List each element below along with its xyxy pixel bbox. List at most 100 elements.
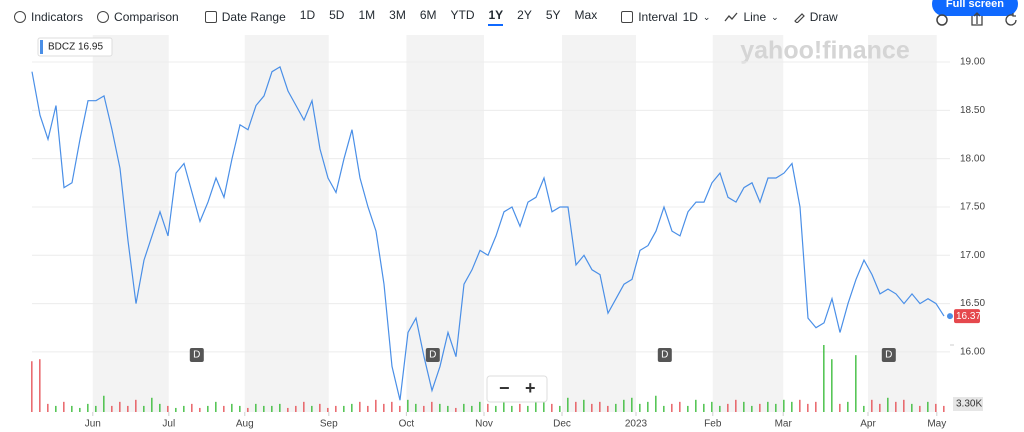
volume-bar xyxy=(439,403,441,412)
volume-bar xyxy=(55,405,57,412)
x-tick-label: Jul xyxy=(162,419,175,430)
volume-bar xyxy=(319,403,321,412)
volume-bar xyxy=(783,399,785,412)
y-tick-label: 17.50 xyxy=(960,202,985,213)
date-range-button[interactable]: Date Range xyxy=(204,10,286,24)
volume-bar xyxy=(487,403,489,412)
range-button[interactable]: 1M xyxy=(358,8,376,22)
volume-bar xyxy=(127,405,129,412)
volume-bar xyxy=(255,403,257,412)
volume-bar xyxy=(535,401,537,412)
full-screen-button[interactable]: Full screen xyxy=(931,0,1018,16)
volume-bar xyxy=(671,403,673,412)
month-band xyxy=(712,35,784,412)
volume-bar xyxy=(279,403,281,412)
draw-button[interactable]: Draw xyxy=(793,10,838,24)
volume-bar xyxy=(271,405,273,412)
volume-bar xyxy=(71,405,73,412)
range-group: 1D 5D 1M 3M 6M YTD 1Y 2Y 5Y Max xyxy=(286,8,597,26)
volume-bar xyxy=(823,345,825,412)
range-button[interactable]: 3M xyxy=(389,8,406,22)
volume-bar xyxy=(167,405,169,412)
range-button[interactable]: 5Y xyxy=(545,8,561,22)
volume-bar xyxy=(431,401,433,412)
volume-bar xyxy=(327,407,329,412)
volume-bar xyxy=(63,401,65,412)
settings-icon xyxy=(936,14,948,26)
volume-bar xyxy=(263,405,265,412)
volume-bar xyxy=(303,401,305,412)
volume-bar xyxy=(39,359,41,412)
volume-bar xyxy=(407,399,409,412)
x-tick-label: Sep xyxy=(320,419,338,430)
last-value-box xyxy=(954,309,980,324)
volume-bar xyxy=(471,405,473,412)
volume-bar xyxy=(903,399,905,412)
volume-bar xyxy=(495,405,497,412)
label: Interval xyxy=(638,10,678,24)
volume-bar xyxy=(343,405,345,412)
range-button[interactable]: 1D xyxy=(299,8,316,22)
y-tick-label: 18.00 xyxy=(960,153,985,164)
volume-bar xyxy=(639,403,641,412)
chart-style-button[interactable]: Line ⌄ xyxy=(724,10,779,24)
y2-tick-label: 3.30K xyxy=(956,399,982,410)
toolbar: Indicators Comparison Date Range 1D 5D 1M 3… xyxy=(0,0,1024,34)
volume-bar xyxy=(695,399,697,412)
x-tick-label: May xyxy=(927,419,946,430)
last-value-label: 16.37 xyxy=(956,311,981,322)
volume-bar xyxy=(367,405,369,412)
comparison-button[interactable]: Comparison xyxy=(97,10,179,24)
volume-bar xyxy=(727,403,729,412)
volume-bar xyxy=(663,405,665,412)
volume-bar xyxy=(519,403,521,412)
price-line xyxy=(31,66,945,401)
volume-bar xyxy=(679,401,681,412)
volume-bar xyxy=(847,401,849,412)
label: Line xyxy=(743,10,767,24)
event-label: D xyxy=(661,350,668,361)
volume-bar xyxy=(95,405,97,412)
volume-bar xyxy=(151,397,153,412)
range-button[interactable]: Max xyxy=(574,8,598,22)
volume-bar xyxy=(31,361,33,412)
symbol: BDCZ xyxy=(48,42,75,53)
volume-bar xyxy=(503,401,505,412)
volume-bar xyxy=(607,405,609,412)
month-band xyxy=(92,35,169,412)
range-button[interactable]: YTD xyxy=(450,8,475,22)
y-tick-label: 17.00 xyxy=(960,250,985,261)
volume-bar xyxy=(543,399,545,412)
symbol-color xyxy=(40,40,43,54)
volume-bar xyxy=(831,359,833,412)
volume-bar xyxy=(223,405,225,412)
volume-bar xyxy=(287,407,289,412)
y2-label-box xyxy=(953,397,983,411)
volume-bar xyxy=(399,405,401,412)
volume-bar xyxy=(935,403,937,412)
volume-bar xyxy=(335,405,337,412)
range-button[interactable]: 5D xyxy=(329,8,345,22)
volume-bar xyxy=(391,401,393,412)
volume-bar xyxy=(567,397,569,412)
volume-bar xyxy=(943,405,945,412)
month-band xyxy=(562,35,636,412)
range-button[interactable]: 6M xyxy=(419,8,437,22)
range-button[interactable]: 2Y xyxy=(517,8,532,22)
volume-bar xyxy=(359,401,361,412)
volume-bar xyxy=(735,399,737,412)
event-marker xyxy=(425,348,440,362)
volume-bar xyxy=(247,407,249,412)
x-tick-label: Feb xyxy=(704,419,722,430)
interval-button[interactable]: Interval 1D ⌄ xyxy=(621,10,710,24)
volume-bar xyxy=(599,401,601,412)
x-tick-label: 2023 xyxy=(625,419,648,430)
zoom-in: + xyxy=(525,378,536,398)
volume-bar xyxy=(911,403,913,412)
volume-bar xyxy=(511,405,513,412)
zoom-out: − xyxy=(499,378,510,398)
range-button[interactable]: 1Y xyxy=(488,8,504,26)
volume-bar xyxy=(623,399,625,412)
indicators-button[interactable]: Indicators xyxy=(14,10,83,24)
